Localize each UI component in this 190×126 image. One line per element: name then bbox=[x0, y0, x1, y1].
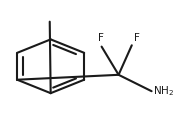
Text: NH$_2$: NH$_2$ bbox=[153, 84, 174, 98]
Text: F: F bbox=[134, 33, 139, 43]
Text: F: F bbox=[98, 33, 104, 43]
